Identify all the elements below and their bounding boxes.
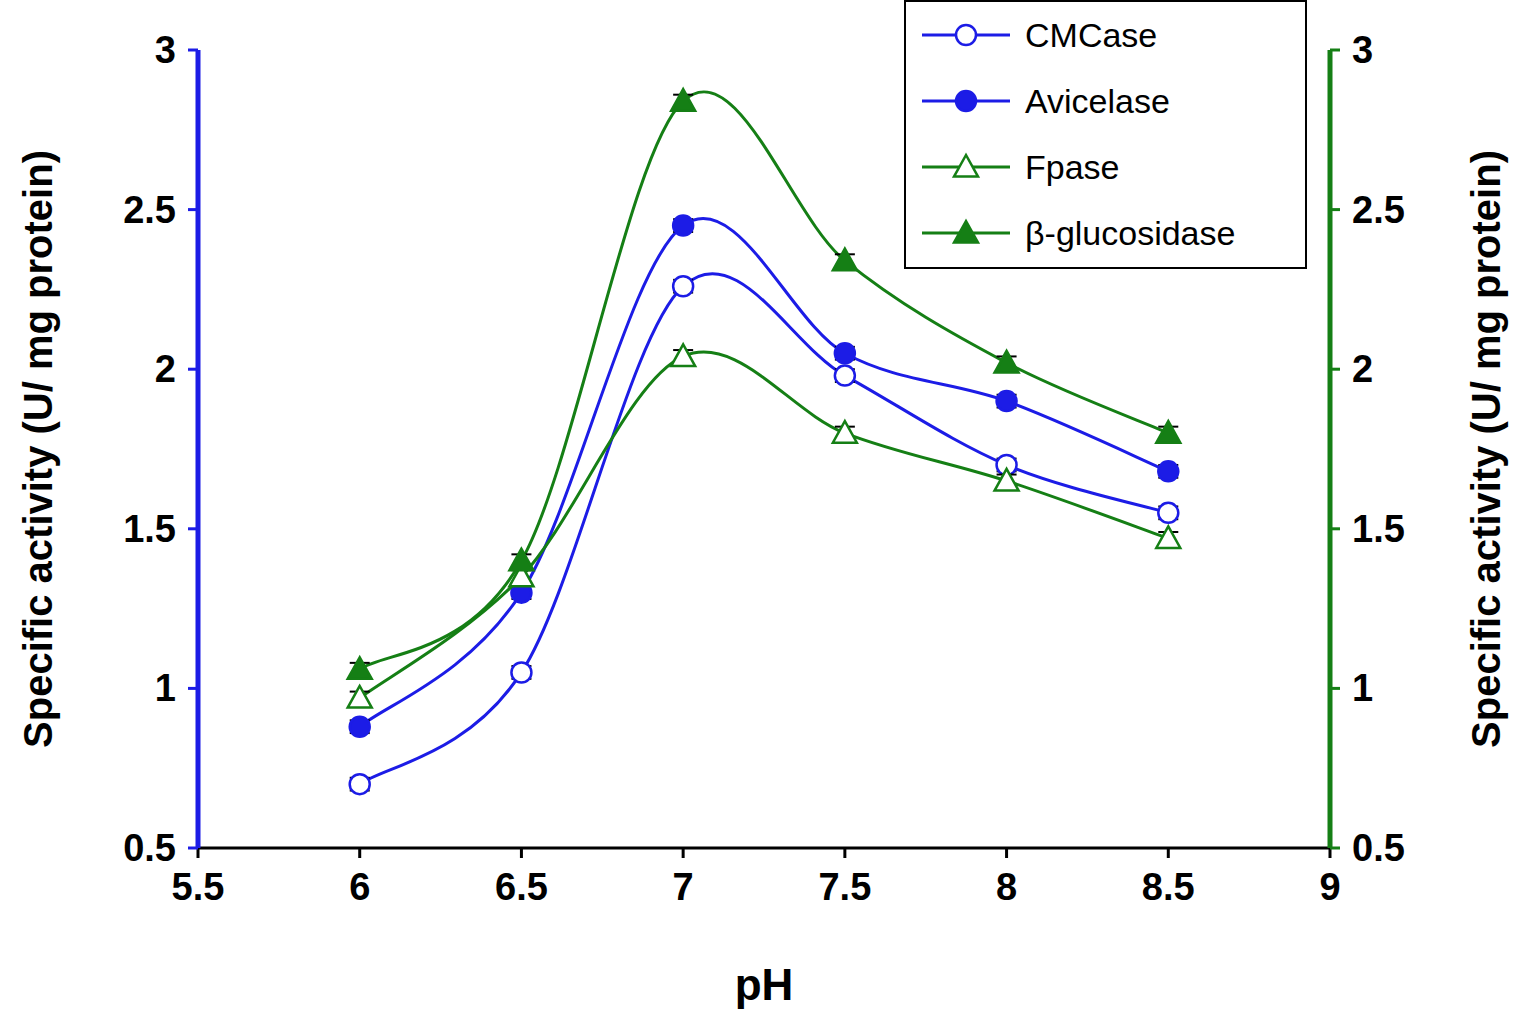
x-tick-label: 7 bbox=[673, 866, 694, 908]
x-tick bbox=[1005, 848, 1008, 858]
data-point bbox=[673, 216, 693, 236]
data-point bbox=[511, 662, 531, 682]
y-axis-line bbox=[196, 50, 201, 848]
data-point bbox=[995, 351, 1019, 373]
y2-tick bbox=[1330, 49, 1340, 52]
legend-marker bbox=[956, 25, 976, 45]
legend-label: Fpase bbox=[1025, 148, 1120, 186]
y-tick bbox=[188, 527, 198, 530]
x-tick-label: 6 bbox=[349, 866, 370, 908]
legend-marker bbox=[954, 221, 978, 243]
y2-axis-line bbox=[1328, 50, 1333, 848]
series-line bbox=[360, 352, 1169, 698]
data-point bbox=[673, 276, 693, 296]
data-point bbox=[995, 469, 1019, 491]
series-line bbox=[360, 218, 1169, 726]
y-tick bbox=[188, 847, 198, 850]
x-tick-label: 9 bbox=[1319, 866, 1340, 908]
legend-label: β-glucosidase bbox=[1025, 214, 1235, 252]
data-point bbox=[671, 89, 695, 111]
chart: 5.5 6 6.5 7 7.5 8 8.5 9 pH 0.5 1 1.5 2 2.5 3 Specific a… bbox=[0, 0, 1521, 1014]
x-tick-label: 8.5 bbox=[1142, 866, 1195, 908]
y2-tick-label: 1 bbox=[1352, 667, 1373, 709]
x-tick bbox=[358, 848, 361, 858]
data-point bbox=[509, 549, 533, 571]
legend-label: CMCase bbox=[1025, 16, 1157, 54]
x-tick bbox=[682, 848, 685, 858]
y-tick-label: 3 bbox=[155, 29, 176, 71]
data-point bbox=[1158, 461, 1178, 481]
legend-label: Avicelase bbox=[1025, 82, 1170, 120]
y2-tick bbox=[1330, 527, 1340, 530]
legend: CMCase Avicelase Fpase β-glucosidase bbox=[905, 1, 1306, 268]
y-tick-label: 1 bbox=[155, 667, 176, 709]
y-tick bbox=[188, 368, 198, 371]
x-axis-label: pH bbox=[735, 960, 794, 1009]
y-tick-label: 1.5 bbox=[123, 508, 176, 550]
data-point bbox=[348, 686, 372, 708]
y2-tick-label: 2 bbox=[1352, 348, 1373, 390]
data-point bbox=[1156, 421, 1180, 443]
y2-axis-label: Specific activity (U/ mg protein) bbox=[1464, 150, 1508, 748]
y2-tick-label: 2.5 bbox=[1352, 189, 1405, 231]
data-point bbox=[350, 717, 370, 737]
legend-box bbox=[905, 1, 1306, 268]
legend-marker bbox=[954, 155, 978, 177]
y2-tick bbox=[1330, 687, 1340, 690]
y-axis-label: Specific activity (U/ mg protein) bbox=[16, 150, 60, 748]
data-point bbox=[835, 343, 855, 363]
y-tick-label: 2.5 bbox=[123, 189, 176, 231]
data-point bbox=[835, 366, 855, 386]
data-point bbox=[997, 391, 1017, 411]
x-tick bbox=[520, 848, 523, 858]
legend-marker bbox=[956, 91, 976, 111]
y-tick bbox=[188, 687, 198, 690]
data-point bbox=[348, 657, 372, 679]
data-point bbox=[1156, 526, 1180, 548]
x-tick-label: 5.5 bbox=[172, 866, 225, 908]
y2-tick-label: 1.5 bbox=[1352, 508, 1405, 550]
y2-tick-label: 0.5 bbox=[1352, 827, 1405, 869]
series-line bbox=[360, 274, 1169, 785]
x-tick-label: 6.5 bbox=[495, 866, 548, 908]
y-tick bbox=[188, 49, 198, 52]
y2-tick bbox=[1330, 368, 1340, 371]
y2-tick-label: 3 bbox=[1352, 29, 1373, 71]
x-tick-label: 7.5 bbox=[818, 866, 871, 908]
data-point bbox=[1158, 503, 1178, 523]
x-tick-label: 8 bbox=[996, 866, 1017, 908]
data-point bbox=[833, 421, 857, 443]
x-tick bbox=[1167, 848, 1170, 858]
y2-tick bbox=[1330, 208, 1340, 211]
x-axis-line bbox=[198, 847, 1330, 850]
y-tick-label: 0.5 bbox=[123, 827, 176, 869]
y-tick-label: 2 bbox=[155, 348, 176, 390]
y2-tick bbox=[1330, 847, 1340, 850]
data-point bbox=[350, 774, 370, 794]
x-tick bbox=[843, 848, 846, 858]
data-point bbox=[671, 344, 695, 366]
y-tick bbox=[188, 208, 198, 211]
series-line bbox=[360, 92, 1169, 669]
data-point bbox=[833, 249, 857, 271]
